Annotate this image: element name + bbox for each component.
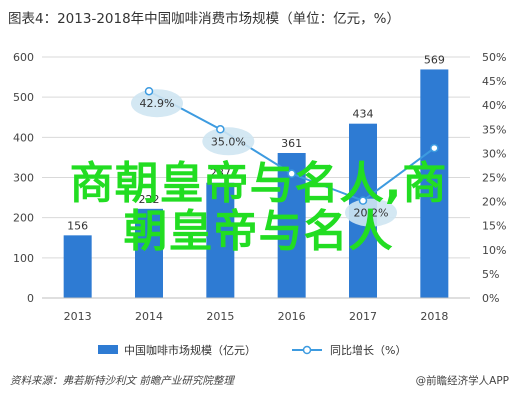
- y-right-tick-label: 25%: [482, 172, 506, 185]
- bar-value-label: 434: [353, 108, 374, 121]
- legend-bar-swatch: [98, 345, 118, 354]
- brand-credit: @前瞻经济学人APP: [415, 375, 509, 387]
- x-tick-label: 2017: [349, 310, 377, 323]
- growth-point: [144, 86, 154, 96]
- y-left-tick-label: 300: [13, 172, 34, 185]
- y-right-tick-label: 10%: [482, 244, 506, 257]
- y-left-tick-label: 0: [27, 292, 34, 305]
- growth-label-bubble: [345, 198, 397, 227]
- y-right-tick-label: 30%: [482, 147, 506, 160]
- y-right-tick-label: 0%: [482, 292, 499, 305]
- bar: [420, 69, 449, 299]
- growth-point: [287, 169, 296, 178]
- x-tick-label: 2018: [420, 310, 448, 323]
- y-left-tick-label: 600: [13, 51, 34, 64]
- y-right-tick-label: 15%: [482, 220, 506, 233]
- y-right-tick-label: 50%: [482, 51, 506, 64]
- growth-label: 35.0%: [211, 135, 246, 148]
- growth-point: [358, 196, 368, 205]
- x-tick-label: 2013: [64, 310, 92, 323]
- bar-value-label: 156: [67, 219, 88, 232]
- growth-point: [216, 125, 225, 134]
- bar: [206, 182, 235, 298]
- y-left-tick-label: 100: [13, 252, 34, 265]
- y-left-tick-label: 400: [13, 131, 34, 144]
- legend-bar-label: 中国咖啡市场规模（亿元）: [124, 343, 256, 357]
- bar-value-label: 222: [139, 193, 160, 206]
- y-right-tick-label: 5%: [482, 268, 499, 281]
- bar: [135, 208, 163, 298]
- legend-line-marker: [302, 345, 312, 355]
- growth-label-bubble: [202, 127, 255, 156]
- source-note: 资料来源：弗若斯特沙利文 前瞻产业研究院整理: [10, 375, 234, 387]
- legend-line-label: 同比增长（%）: [330, 343, 406, 357]
- growth-label: 42.9%: [140, 97, 175, 110]
- y-left-tick-label: 500: [13, 91, 34, 104]
- bar-value-label: 287: [210, 167, 231, 180]
- chart-title: 图表4：2013-2018年中国咖啡消费市场规模（单位：亿元，%）: [8, 11, 401, 27]
- y-right-tick-label: 45%: [482, 75, 506, 88]
- y-right-tick-label: 40%: [482, 99, 506, 112]
- x-tick-label: 2014: [135, 310, 163, 323]
- bar-value-label: 569: [424, 53, 445, 66]
- x-tick-label: 2016: [278, 310, 306, 323]
- x-tick-label: 2015: [206, 310, 234, 323]
- growth-label: 20.2%: [354, 207, 389, 220]
- growth-label-bubble: [131, 89, 183, 118]
- y-right-tick-label: 20%: [482, 196, 506, 209]
- growth-point: [430, 143, 439, 153]
- bar-value-label: 361: [281, 137, 302, 150]
- bar: [63, 235, 92, 298]
- y-right-tick-label: 35%: [482, 123, 506, 136]
- y-left-tick-label: 200: [13, 212, 34, 225]
